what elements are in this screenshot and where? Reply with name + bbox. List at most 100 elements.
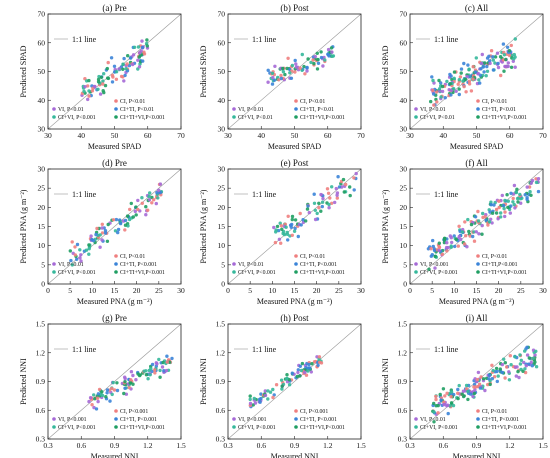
data-point-ci_vi [487, 220, 492, 224]
data-point-vi [319, 192, 323, 197]
data-point-ci_ti_vi [137, 373, 142, 378]
legend-label-vi: VI, P<0.01 [420, 107, 446, 113]
data-point-vi [123, 376, 127, 381]
data-point-ci_ti [96, 392, 101, 396]
y-tick-label: 20 [400, 203, 408, 212]
legend-marker-ci_vi [52, 115, 56, 119]
data-point-ci_vi [451, 403, 456, 408]
legend-label-ci_ti_vi: CI+TI+VI,P<0.001 [482, 115, 527, 121]
data-point-ci_vi [489, 200, 493, 204]
data-point-ci_ti_vi [448, 82, 452, 86]
y-tick-label: 30 [400, 165, 408, 174]
data-point-ci_vi [432, 410, 436, 414]
data-point-ci [293, 70, 297, 74]
y-tick-label: 30 [38, 125, 46, 134]
y-axis-label: Predicted SPAD [199, 45, 208, 97]
legend-marker-vi [232, 262, 236, 266]
data-point-ci_ti_vi [99, 75, 104, 80]
data-point-ci_ti_vi [103, 83, 108, 88]
x-tick-label: 30 [357, 286, 365, 295]
y-tick-label: 5 [41, 260, 45, 269]
data-point-ci [298, 211, 302, 216]
data-point-ci_ti_vi [434, 404, 438, 408]
data-point-ci [73, 253, 78, 257]
legend-marker-ci [114, 409, 118, 413]
legend-marker-ci_ti [294, 107, 298, 111]
data-point-vi [134, 378, 138, 382]
data-point-ci [114, 77, 119, 82]
y-axis-label: Predicted SPAD [381, 45, 390, 97]
data-point-vi [495, 51, 500, 55]
legend-marker-ci_ti [476, 107, 480, 111]
x-tick-label: 25 [155, 286, 163, 295]
data-point-ci_ti_vi [459, 71, 463, 75]
data-point-ci [469, 89, 474, 93]
data-point-ci_ti [312, 192, 316, 196]
data-point-ci_ti_vi [466, 397, 470, 402]
data-point-vi [117, 67, 121, 71]
data-point-ci [97, 387, 102, 392]
data-point-ci_vi [496, 374, 500, 378]
data-point-ci [140, 201, 144, 205]
data-point-ci [328, 196, 332, 200]
data-point-ci_vi [481, 211, 485, 216]
data-point-ci [96, 396, 100, 400]
data-point-ci [153, 368, 157, 372]
data-point-ci_ti_vi [312, 61, 316, 66]
data-point-ci_vi [299, 368, 304, 373]
x-axis-label: Measured PNA (g m⁻²) [77, 297, 153, 306]
data-point-ci_vi [511, 200, 515, 204]
data-point-ci_ti_vi [121, 67, 125, 72]
data-point-vi [100, 238, 104, 242]
data-point-ci_vi [287, 383, 292, 387]
data-point-ci_vi [512, 52, 516, 57]
legend-marker-ci_vi [414, 115, 418, 119]
panel-title: (h) Post [280, 313, 309, 323]
x-tick-label: 1.5 [356, 441, 366, 450]
data-point-ci_vi [266, 389, 270, 393]
legend-label-vi: VI, P<0.001 [238, 417, 267, 423]
x-tick-label: 70 [539, 131, 547, 140]
legend-label-ci: CI, P<0.01 [120, 99, 145, 105]
data-point-ci_ti_vi [456, 396, 460, 401]
data-point-ci_vi [518, 192, 522, 197]
data-point-ci_ti [123, 218, 128, 223]
data-point-ci_ti_vi [427, 267, 431, 271]
data-point-ci_ti_vi [433, 254, 438, 258]
data-point-ci_ti [105, 391, 109, 395]
data-point-ci_ti_vi [440, 84, 445, 89]
data-point-ci_ti [482, 70, 486, 74]
data-point-ci [471, 65, 475, 69]
data-point-ci_vi [300, 52, 304, 57]
x-tick-label: 0.3 [223, 441, 233, 450]
data-point-vi [461, 389, 466, 393]
y-tick-label: 30 [218, 125, 226, 134]
y-tick-label: 1.5 [398, 320, 408, 329]
data-point-ci_vi [523, 349, 527, 353]
data-point-ci [317, 206, 321, 210]
data-point-ci [100, 222, 105, 226]
data-point-ci_vi [460, 230, 465, 234]
data-point-ci_vi [491, 368, 495, 373]
x-tick-label: 60 [506, 131, 514, 140]
data-point-vi [525, 353, 530, 357]
data-point-ci [111, 75, 115, 79]
data-point-ci [468, 234, 472, 238]
data-point-ci_vi [437, 87, 442, 91]
data-point-ci [286, 56, 290, 60]
y-tick-label: 1.5 [216, 320, 226, 329]
data-point-vi [294, 62, 298, 66]
data-point-ci_vi [531, 356, 535, 361]
y-tick-label: 30 [218, 165, 226, 174]
y-tick-label: 20 [218, 203, 226, 212]
data-point-ci_ti_vi [293, 218, 298, 222]
data-point-ci_ti [481, 65, 485, 69]
x-tick-label: 50 [473, 131, 481, 140]
legend-label-ci_ti_vi: CI+TI+VI,P<0.001 [300, 425, 345, 431]
data-point-ci_vi [78, 248, 82, 252]
data-point-ci_vi [96, 87, 100, 92]
legend-marker-ci_ti_vi [476, 425, 480, 429]
data-point-ci [146, 208, 150, 212]
data-point-ci_vi [300, 68, 304, 73]
